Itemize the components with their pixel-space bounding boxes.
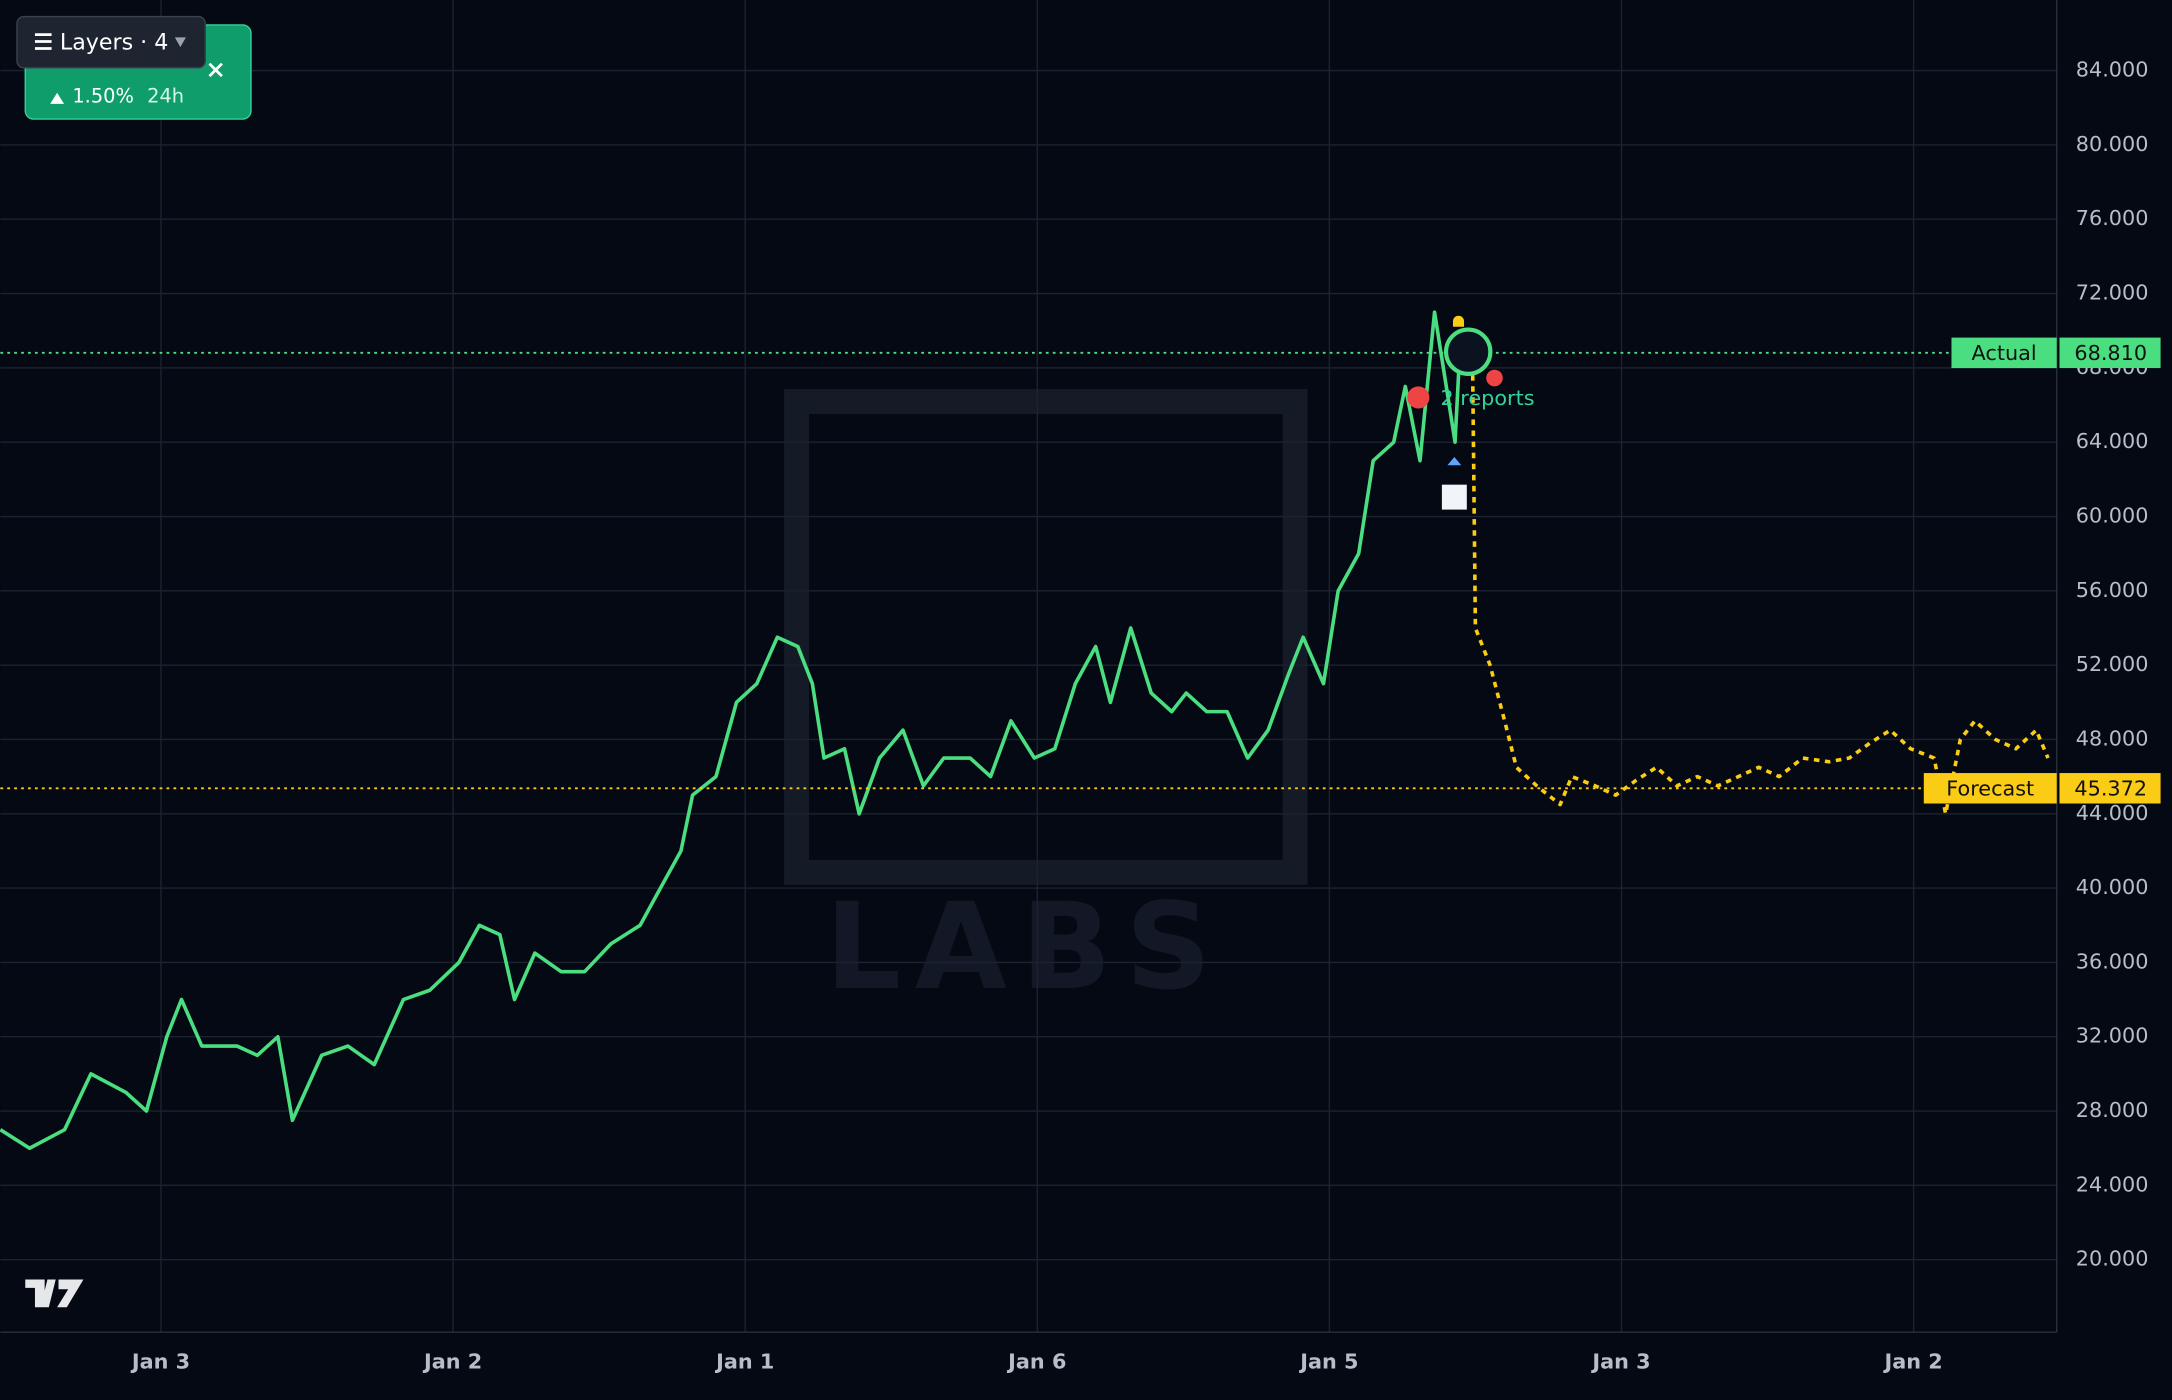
price-tag-value: 45.372 xyxy=(2074,777,2147,801)
y-tick-label: 28.000 xyxy=(2076,1098,2149,1122)
x-tick-label: Jan 3 xyxy=(1590,1350,1650,1374)
y-tick-label: 44.000 xyxy=(2076,801,2149,825)
y-tick-label: 32.000 xyxy=(2076,1024,2149,1048)
price-tag-value: 68.810 xyxy=(2074,341,2147,365)
x-tick-label: Jan 3 xyxy=(130,1350,190,1374)
watermark-frame xyxy=(784,389,1308,885)
x-tick-label: Jan 2 xyxy=(1882,1350,1942,1374)
menu-icon xyxy=(34,33,52,50)
price-tag-name-bg xyxy=(1951,337,2057,369)
up-triangle xyxy=(50,92,65,104)
caret xyxy=(174,37,186,48)
arrow-icon xyxy=(1447,456,1462,477)
y-tick-label: 52.000 xyxy=(2076,652,2149,676)
event-markers xyxy=(1407,315,1503,510)
x-tick-label: Jan 2 xyxy=(422,1350,482,1374)
layers-button-bg[interactable] xyxy=(16,15,206,69)
price-widget: 1.50% 24h Layers · 4 xyxy=(16,15,252,120)
y-tick-label: 40.000 xyxy=(2076,875,2149,899)
price-tag-bg xyxy=(2059,773,2161,804)
tv-logo xyxy=(25,1279,84,1308)
price-tag-bg xyxy=(2059,337,2161,369)
chart-icon xyxy=(1441,484,1467,510)
watermark-layer: LABS xyxy=(784,389,1308,1017)
y-tick-label: 72.000 xyxy=(2076,281,2149,305)
change: 1.50% xyxy=(72,84,134,107)
y-tick-label: 24.000 xyxy=(2076,1172,2149,1196)
y-tick-label: 56.000 xyxy=(2076,578,2149,602)
x-tick-label: Jan 1 xyxy=(714,1350,774,1374)
x-tick-label: Jan 6 xyxy=(1006,1350,1066,1374)
y-tick-label: 20.000 xyxy=(2076,1247,2149,1271)
y-tick-label: 60.000 xyxy=(2076,504,2149,528)
marker-icon xyxy=(1407,386,1430,409)
price-tag-name: Forecast xyxy=(1946,777,2034,801)
period: 24h xyxy=(147,84,184,107)
series-line xyxy=(0,310,1475,1151)
grid-layer xyxy=(0,0,2057,1333)
bell-icon xyxy=(1452,315,1465,327)
y-tick-label: 64.000 xyxy=(2076,429,2149,453)
price-tag-name-bg xyxy=(1923,773,2057,804)
close-button[interactable] xyxy=(208,62,223,78)
y-tick-label: 80.000 xyxy=(2076,132,2149,156)
layers-label[interactable]: Layers · 4 xyxy=(60,29,168,55)
watermark: LABS xyxy=(825,878,1225,1017)
plot-layer xyxy=(0,310,2057,1151)
close-icon[interactable] xyxy=(208,62,223,78)
series-line xyxy=(1470,352,2050,816)
price-tag-name: Actual xyxy=(1972,341,2037,365)
tv-logo-shape xyxy=(25,1279,84,1308)
marker-icon xyxy=(1486,369,1503,387)
logo-marker xyxy=(1443,327,1493,376)
y-tick-label: 36.000 xyxy=(2076,949,2149,973)
x-tick-label: Jan 5 xyxy=(1298,1350,1358,1374)
y-tick-label: 48.000 xyxy=(2076,726,2149,750)
annotation: 2 reports xyxy=(1441,386,1535,410)
y-tick-label: 84.000 xyxy=(2076,58,2149,82)
y-tick-label: 76.000 xyxy=(2076,206,2149,230)
layers-button[interactable]: Layers · 4 xyxy=(16,15,206,69)
